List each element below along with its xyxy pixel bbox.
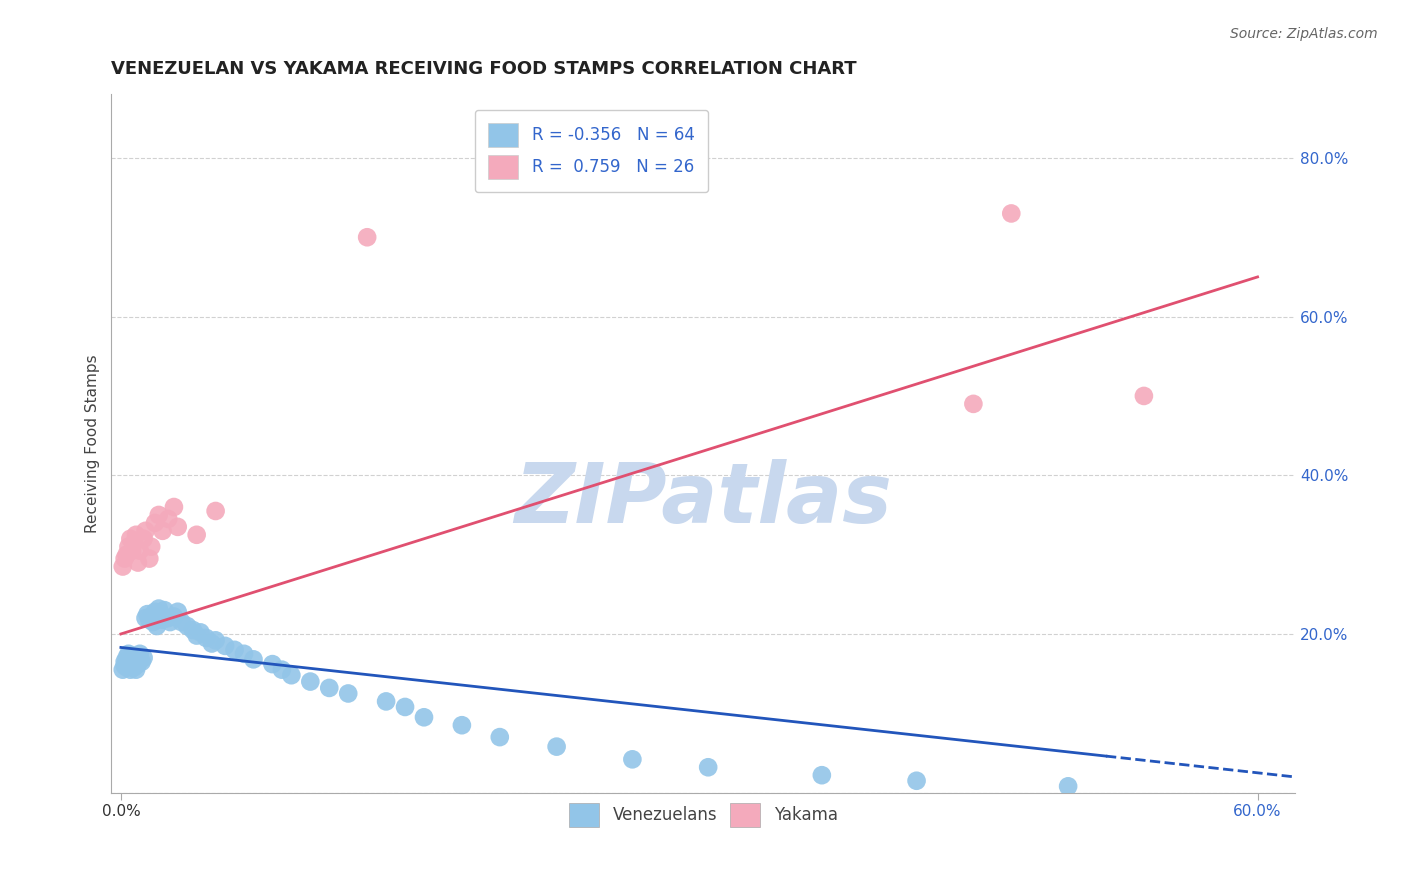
Point bbox=[190, 625, 212, 640]
Point bbox=[132, 532, 155, 546]
Point bbox=[134, 524, 156, 538]
Point bbox=[141, 609, 163, 624]
Point bbox=[122, 660, 145, 674]
Legend: Venezuelans, Yakama: Venezuelans, Yakama bbox=[562, 797, 845, 833]
Point bbox=[121, 658, 143, 673]
Point bbox=[127, 556, 149, 570]
Point bbox=[136, 607, 159, 621]
Point bbox=[114, 655, 136, 669]
Point bbox=[134, 611, 156, 625]
Point bbox=[262, 657, 284, 672]
Text: Source: ZipAtlas.com: Source: ZipAtlas.com bbox=[1230, 27, 1378, 41]
Point bbox=[117, 647, 139, 661]
Point bbox=[271, 663, 294, 677]
Point bbox=[1000, 206, 1022, 220]
Point bbox=[488, 730, 510, 744]
Point bbox=[905, 773, 928, 788]
Point bbox=[204, 633, 226, 648]
Point bbox=[621, 752, 644, 766]
Point bbox=[242, 652, 264, 666]
Point bbox=[176, 619, 198, 633]
Point bbox=[224, 643, 246, 657]
Point bbox=[125, 528, 148, 542]
Point bbox=[413, 710, 436, 724]
Point bbox=[233, 647, 256, 661]
Point bbox=[122, 535, 145, 549]
Point bbox=[114, 551, 136, 566]
Point bbox=[1057, 780, 1080, 794]
Point bbox=[166, 605, 188, 619]
Point bbox=[451, 718, 474, 732]
Point bbox=[149, 607, 172, 621]
Point bbox=[115, 660, 138, 674]
Point bbox=[128, 543, 150, 558]
Point bbox=[146, 619, 169, 633]
Point bbox=[120, 663, 142, 677]
Point bbox=[811, 768, 834, 782]
Point bbox=[214, 639, 236, 653]
Point bbox=[111, 559, 134, 574]
Point bbox=[143, 516, 166, 530]
Point bbox=[163, 500, 186, 514]
Point bbox=[356, 230, 378, 244]
Point bbox=[280, 668, 302, 682]
Point bbox=[141, 540, 163, 554]
Point bbox=[120, 532, 142, 546]
Point bbox=[121, 649, 143, 664]
Point bbox=[117, 540, 139, 554]
Point bbox=[375, 694, 398, 708]
Point bbox=[127, 657, 149, 672]
Point bbox=[120, 652, 142, 666]
Point bbox=[157, 512, 180, 526]
Point bbox=[148, 601, 170, 615]
Point bbox=[163, 609, 186, 624]
Point bbox=[394, 700, 416, 714]
Point bbox=[125, 650, 148, 665]
Point bbox=[181, 623, 204, 637]
Point bbox=[546, 739, 568, 754]
Point bbox=[157, 611, 180, 625]
Point bbox=[138, 613, 160, 627]
Point bbox=[125, 663, 148, 677]
Point bbox=[186, 528, 208, 542]
Point bbox=[143, 605, 166, 619]
Point bbox=[115, 548, 138, 562]
Point bbox=[166, 520, 188, 534]
Point bbox=[962, 397, 984, 411]
Point bbox=[152, 524, 174, 538]
Point bbox=[152, 613, 174, 627]
Point bbox=[122, 655, 145, 669]
Point bbox=[299, 674, 322, 689]
Point bbox=[111, 663, 134, 677]
Point bbox=[201, 636, 224, 650]
Point bbox=[114, 658, 136, 673]
Point bbox=[153, 603, 176, 617]
Point bbox=[186, 629, 208, 643]
Text: VENEZUELAN VS YAKAMA RECEIVING FOOD STAMPS CORRELATION CHART: VENEZUELAN VS YAKAMA RECEIVING FOOD STAM… bbox=[111, 60, 858, 78]
Point bbox=[204, 504, 226, 518]
Text: ZIPatlas: ZIPatlas bbox=[515, 458, 893, 540]
Point bbox=[131, 655, 153, 669]
Point bbox=[337, 686, 360, 700]
Point bbox=[148, 508, 170, 522]
Point bbox=[128, 652, 150, 666]
Point bbox=[1133, 389, 1156, 403]
Point bbox=[115, 650, 138, 665]
Point bbox=[132, 650, 155, 665]
Point bbox=[142, 615, 165, 629]
Point bbox=[697, 760, 720, 774]
Point bbox=[128, 647, 150, 661]
Point bbox=[159, 615, 181, 629]
Point bbox=[121, 543, 143, 558]
Point bbox=[318, 681, 340, 695]
Point bbox=[195, 631, 218, 645]
Point bbox=[117, 657, 139, 672]
Point bbox=[170, 615, 193, 629]
Y-axis label: Receiving Food Stamps: Receiving Food Stamps bbox=[86, 354, 100, 533]
Point bbox=[138, 551, 160, 566]
